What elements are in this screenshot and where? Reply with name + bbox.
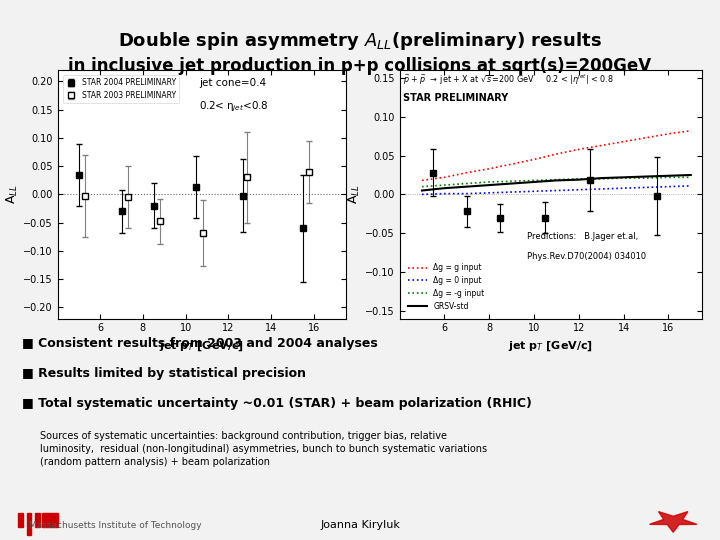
GRSV-std [686,172,695,178]
Text: Predictions:   B.Jager et.al,: Predictions: B.Jager et.al, [526,232,638,241]
GRSV-std [462,184,471,190]
Δg = -g input [575,176,583,182]
Δg = 0 input [575,186,583,193]
Δg = 0 input [440,191,449,197]
Δg = -g input [508,178,516,185]
Line: GRSV-std: GRSV-std [422,175,690,191]
Y-axis label: A$_{LL}$: A$_{LL}$ [347,185,362,204]
Δg = g input [440,174,449,180]
Bar [27,513,32,527]
GRSV-std [575,177,583,183]
Δg = -g input [530,177,539,184]
Δg = 0 input [664,184,672,190]
X-axis label: jet p$_T$ [GeV/c]: jet p$_T$ [GeV/c] [159,339,244,353]
Bar [42,513,58,527]
Δg = 0 input [508,189,516,195]
Line: Δg = g input: Δg = g input [422,131,690,180]
Δg = g input [597,142,606,149]
Δg = -g input [664,174,672,180]
Δg = 0 input [418,191,426,198]
Δg = -g input [642,175,650,181]
GRSV-std [508,180,516,187]
Δg = -g input [485,179,493,185]
Δg = g input [664,131,672,137]
GRSV-std [664,172,672,179]
GRSV-std [530,179,539,185]
Δg = g input [619,138,628,145]
Δg = g input [485,166,493,172]
GRSV-std [642,173,650,180]
Δg = g input [530,156,539,163]
Δg = -g input [440,182,449,188]
X-axis label: jet p$_T$ [GeV/c]: jet p$_T$ [GeV/c] [508,339,593,353]
Bar [27,528,32,535]
Δg = 0 input [597,186,606,192]
Legend: Δg = g input, Δg = 0 input, Δg = -g input, GRSV-std: Δg = g input, Δg = 0 input, Δg = -g inpu… [407,262,486,312]
Line: Δg = -g input: Δg = -g input [422,177,690,187]
Polygon shape [649,511,697,532]
Text: $\vec{p}$ + $\vec{p}$ $\rightarrow$ jet + X at $\sqrt{s}$=200 GeV     0.2 < |$\e: $\vec{p}$ + $\vec{p}$ $\rightarrow$ jet … [402,73,613,87]
Text: STAR PRELIMINARY: STAR PRELIMINARY [402,92,508,103]
Δg = 0 input [619,185,628,191]
Δg = -g input [619,175,628,181]
Text: ■ Total systematic uncertainty ~0.01 (STAR) + beam polarization (RHIC): ■ Total systematic uncertainty ~0.01 (ST… [22,397,531,410]
Δg = 0 input [686,183,695,189]
Δg = g input [418,177,426,184]
Text: Massachusetts Institute of Technology: Massachusetts Institute of Technology [29,521,202,530]
GRSV-std [552,177,561,184]
Text: Double spin asymmetry $A_{LL}$(preliminary) results: Double spin asymmetry $A_{LL}$(prelimina… [118,30,602,52]
GRSV-std [485,182,493,188]
Δg = g input [552,151,561,157]
Δg = -g input [597,176,606,182]
Bar [18,513,23,527]
Y-axis label: A$_{LL}$: A$_{LL}$ [5,185,20,204]
GRSV-std [440,185,449,191]
Δg = g input [642,134,650,141]
Text: Phys.Rev.D70(2004) 034010: Phys.Rev.D70(2004) 034010 [526,252,646,260]
Bar [35,513,40,527]
Δg = 0 input [642,184,650,191]
Δg = g input [508,161,516,167]
Δg = -g input [686,174,695,180]
GRSV-std [418,187,426,194]
Text: ■ Consistent results from 2003 and 2004 analyses: ■ Consistent results from 2003 and 2004 … [22,338,377,350]
Δg = -g input [552,177,561,183]
Text: jet cone=0.4: jet cone=0.4 [199,78,266,87]
Δg = -g input [462,180,471,187]
Δg = 0 input [530,188,539,194]
Text: Joanna Kiryluk: Joanna Kiryluk [320,520,400,530]
GRSV-std [619,174,628,180]
Line: Δg = 0 input: Δg = 0 input [422,186,690,194]
Text: 0.2< η$_{jet}$<0.8: 0.2< η$_{jet}$<0.8 [199,100,269,114]
Text: ■ Results limited by statistical precision: ■ Results limited by statistical precisi… [22,367,305,380]
Δg = 0 input [462,191,471,197]
Δg = 0 input [552,187,561,194]
Legend: STAR 2004 PRELIMINARY, STAR 2003 PRELIMINARY: STAR 2004 PRELIMINARY, STAR 2003 PRELIMI… [63,75,179,103]
Δg = g input [462,170,471,176]
Δg = g input [575,146,583,153]
GRSV-std [597,175,606,181]
Text: Sources of systematic uncertainties: background contribution, trigger bias, rela: Sources of systematic uncertainties: bac… [40,431,487,467]
Δg = -g input [418,184,426,190]
Text: in inclusive jet production in p+p collisions at sqrt(s)=200GeV: in inclusive jet production in p+p colli… [68,57,652,75]
Δg = 0 input [485,190,493,196]
Δg = g input [686,127,695,134]
